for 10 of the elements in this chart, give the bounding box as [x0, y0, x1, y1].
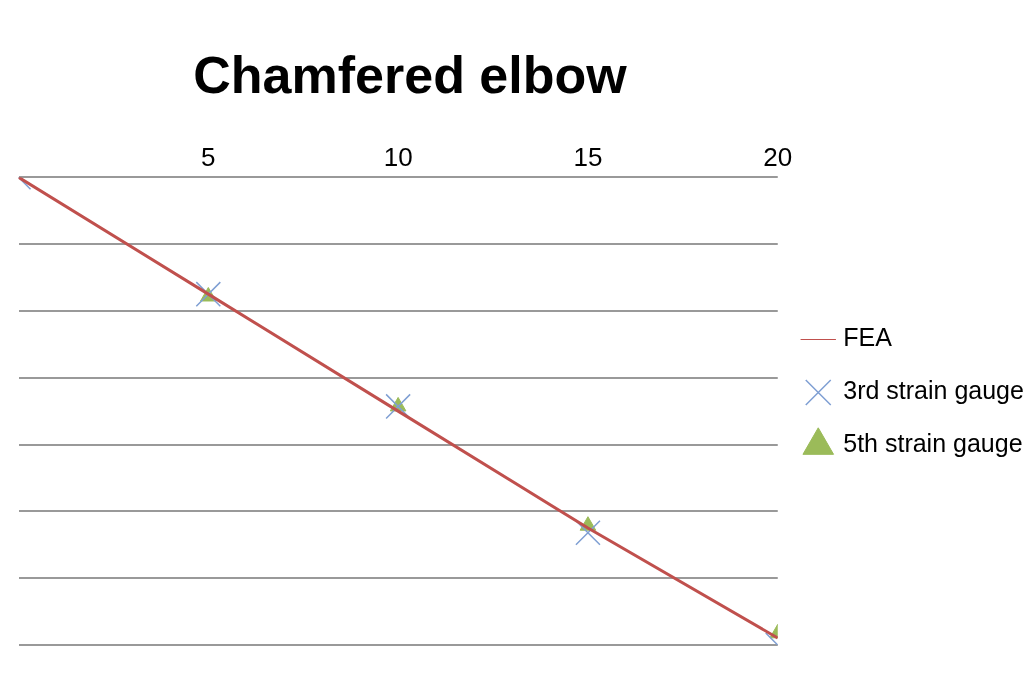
x-tick-label: 20 — [763, 141, 793, 172]
chart-title: Chamfered elbow — [192, 45, 628, 105]
x-tick-label: 10 — [383, 141, 413, 172]
legend-label: 3rd strain gauge — [843, 376, 1024, 405]
legend-label: FEA — [843, 323, 893, 352]
point — [385, 393, 411, 420]
legend-label: 5th strain gauge — [843, 429, 1023, 458]
point — [575, 519, 601, 546]
x-tick-label: 15 — [573, 141, 603, 172]
x-tick-label: 5 — [201, 141, 216, 172]
